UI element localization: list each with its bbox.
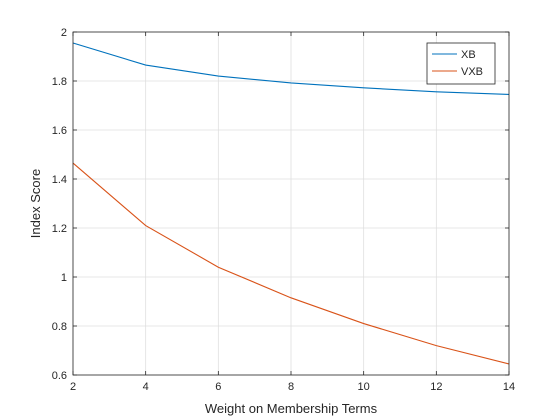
legend-label-vxb: VXB — [461, 66, 483, 78]
y-tick-label: 1 — [61, 272, 67, 284]
y-tick-label: 2 — [61, 27, 67, 39]
legend-label-xb: XB — [461, 49, 476, 61]
axis-ticks: 2 4 6 8 10 12 14 0.6 0.8 1 1.2 1.4 1.6 1.8 2 — [52, 27, 515, 393]
x-tick-label: 12 — [430, 381, 442, 393]
legend-box — [426, 42, 496, 85]
x-tick-label: 14 — [503, 381, 515, 393]
x-tick-label: 4 — [143, 381, 149, 393]
x-tick-label: 2 — [70, 381, 76, 393]
y-axis-label: Index Score — [28, 169, 43, 238]
x-tick-label: 6 — [215, 381, 221, 393]
legend: XB VXB — [426, 42, 496, 85]
y-tick-label: 0.6 — [52, 370, 67, 382]
x-tick-label: 10 — [358, 381, 370, 393]
x-axis-label: Weight on Membership Terms — [205, 401, 378, 416]
y-tick-label: 1.2 — [52, 223, 67, 235]
y-tick-label: 0.8 — [52, 321, 67, 333]
y-tick-label: 1.6 — [52, 125, 67, 137]
x-tick-label: 8 — [288, 381, 294, 393]
y-tick-label: 1.8 — [52, 76, 67, 88]
series-lines — [72, 42, 510, 365]
y-tick-label: 1.4 — [52, 174, 67, 186]
series-line-vxb — [72, 162, 510, 365]
series-line-xb — [72, 42, 510, 96]
